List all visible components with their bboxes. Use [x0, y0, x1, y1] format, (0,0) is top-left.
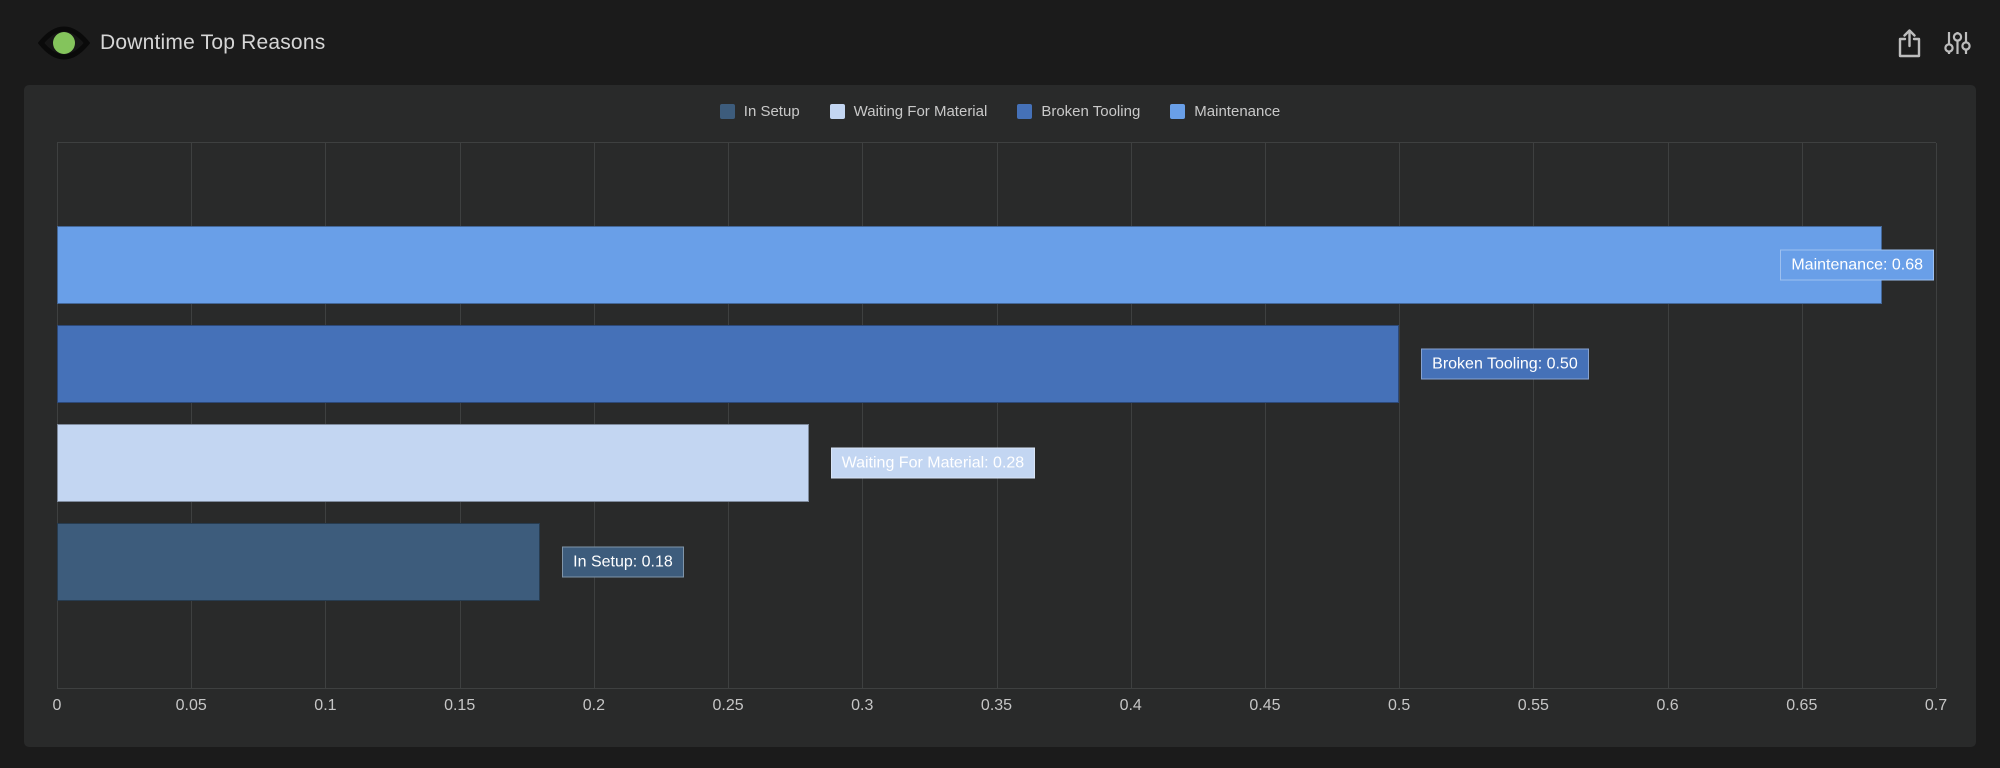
widget-title: Downtime Top Reasons [100, 30, 326, 54]
gridline [593, 143, 595, 688]
widget-header: Downtime Top Reasons [0, 0, 2000, 85]
gridline [728, 143, 730, 688]
legend-swatch [1170, 104, 1186, 119]
legend-item[interactable]: Maintenance [1170, 103, 1280, 120]
gridline [1533, 143, 1535, 688]
eye-logo-icon [38, 26, 90, 59]
legend-item[interactable]: Broken Tooling [1017, 103, 1140, 120]
share-export-icon [1898, 28, 1920, 57]
gridline [459, 143, 461, 688]
legend-item[interactable]: Waiting For Material [829, 103, 988, 120]
bar-data-label: Waiting For Material: 0.28 [830, 447, 1036, 479]
legend-swatch [1017, 104, 1033, 119]
x-tick-label: 0.25 [712, 697, 744, 714]
x-tick-label: 0.35 [980, 697, 1013, 714]
gridline [1264, 143, 1266, 688]
x-tick-label: 0.45 [1249, 697, 1281, 714]
bar-broken-tooling[interactable] [57, 325, 1400, 403]
gridline [1130, 143, 1132, 688]
share-export-button[interactable] [1892, 26, 1926, 60]
gridline [57, 143, 58, 688]
x-tick-label: 0.05 [175, 697, 207, 714]
legend-item[interactable]: In Setup [719, 103, 800, 120]
x-tick-label: 0.55 [1517, 697, 1549, 714]
chart-panel: In Setup Waiting For Material Broken Tooli… [24, 85, 1976, 747]
bar-waiting-for-material[interactable] [57, 424, 809, 502]
legend-swatch [829, 104, 845, 119]
sliders-icon [1943, 31, 1971, 54]
filters-button[interactable] [1940, 26, 1974, 60]
x-tick-label: 0.15 [444, 697, 476, 714]
gridline [1399, 143, 1401, 688]
bar-data-label: Broken Tooling: 0.50 [1421, 348, 1589, 380]
x-tick-label: 0.7 [1924, 697, 1948, 714]
gridline [191, 143, 193, 688]
x-tick-label: 0.2 [582, 697, 605, 714]
legend-label: In Setup [743, 103, 800, 120]
gridline [325, 143, 327, 688]
chart-legend: In Setup Waiting For Material Broken Tooli… [24, 103, 1976, 120]
plot-area: Maintenance: 0.68 Broken Tooling: 0.50 Wai… [57, 142, 1937, 689]
bar-data-label: In Setup: 0.18 [562, 546, 684, 578]
gridline [1936, 143, 1937, 688]
x-tick-label: 0.6 [1656, 697, 1679, 714]
x-tick-label: 0 [52, 697, 62, 714]
gridline [862, 143, 864, 688]
bar-maintenance[interactable] [57, 226, 1883, 304]
gridline [1801, 143, 1803, 688]
legend-swatch [719, 104, 735, 119]
gridline [996, 143, 998, 688]
legend-label: Waiting For Material [853, 103, 988, 120]
x-tick-label: 0.3 [851, 697, 874, 714]
gridline [1667, 143, 1669, 688]
x-tick-label: 0.1 [314, 697, 337, 714]
legend-label: Maintenance [1194, 103, 1281, 120]
bar-in-setup[interactable] [57, 523, 541, 601]
x-axis: 0 0.05 0.1 0.15 0.2 0.25 0.3 0.35 0.4 0.45 0.5 0.55… [53, 697, 1948, 719]
legend-label: Broken Tooling [1041, 103, 1141, 120]
bar-data-label: Maintenance: 0.68 [1780, 249, 1934, 281]
x-tick-label: 0.4 [1119, 697, 1142, 714]
x-tick-label: 0.65 [1786, 697, 1818, 714]
x-tick-label: 0.5 [1388, 697, 1411, 714]
